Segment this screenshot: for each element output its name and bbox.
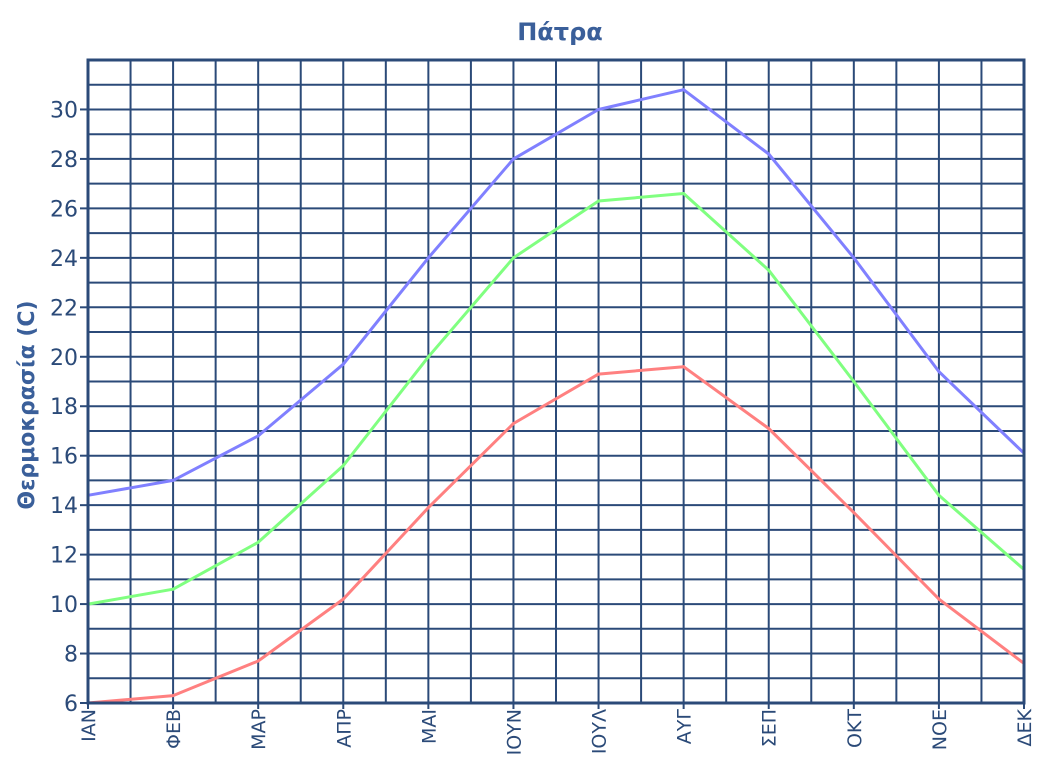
x-tick-label: ΙΑΝ — [78, 709, 100, 742]
x-axis-ticks: ΙΑΝ ΦΕΒ ΜΑΡ ΑΠΡ ΜΑΙ ΙΟΥΝ ΙΟΥΛ ΑΥΓ ΣΕΠ ΟΚΤ ΝΟΕ ΔΕΚ — [78, 703, 1036, 755]
x-tick-label: ΔΕΚ — [1014, 708, 1036, 746]
x-tick-label: ΑΥΓ — [674, 709, 696, 745]
y-tick-label: 22 — [50, 296, 78, 321]
x-tick-label: ΑΠΡ — [333, 709, 355, 748]
x-tick-label: ΙΟΥΛ — [589, 709, 611, 754]
series-1-point — [171, 478, 175, 482]
series-1-point — [937, 370, 941, 374]
series-1-point — [767, 152, 771, 156]
series-lines — [86, 88, 1026, 705]
series-3-point — [341, 597, 345, 601]
y-tick-label: 16 — [50, 445, 78, 470]
series-3-point — [937, 597, 941, 601]
y-tick-label: 10 — [50, 593, 78, 618]
y-tick-label: 18 — [50, 395, 78, 420]
x-tick-label: ΜΑΙ — [418, 709, 440, 744]
series-2-point — [341, 464, 345, 468]
series-1-point — [597, 107, 601, 111]
series-2-point — [256, 540, 260, 544]
chart-title: Πάτρα — [517, 18, 603, 46]
x-tick-label: ΝΟΕ — [929, 709, 951, 750]
series-2-point — [426, 355, 430, 359]
y-axis-ticks: 6 8 10 12 14 16 18 20 22 24 26 28 30 — [50, 98, 88, 717]
x-tick-label: ΙΟΥΝ — [503, 709, 525, 755]
series-line-3 — [87, 365, 1025, 705]
y-tick-label: 26 — [50, 197, 78, 222]
x-tick-label: ΟΚΤ — [844, 709, 866, 748]
series-2-point — [767, 268, 771, 272]
series-line-1 — [87, 88, 1026, 497]
series-3-point — [852, 511, 856, 515]
series-3-point — [256, 659, 260, 663]
y-tick-label: 24 — [50, 247, 78, 272]
series-1-point — [426, 256, 430, 260]
plot-frame — [86, 58, 1026, 705]
y-tick-label: 12 — [50, 544, 78, 569]
x-tick-label: ΣΕΠ — [759, 709, 781, 747]
plot-border — [86, 58, 1026, 705]
y-axis-label: Θερμοκρασία (C) — [15, 300, 40, 509]
series-1-point — [682, 88, 686, 92]
y-tick-label: 28 — [50, 148, 78, 173]
series-3-point — [426, 506, 430, 510]
series-1-point — [511, 157, 515, 161]
grid — [88, 60, 1024, 703]
series-line-2 — [87, 192, 1025, 606]
series-2-point — [852, 380, 856, 383]
series-3-point — [767, 426, 771, 430]
series-1-point — [256, 434, 260, 438]
series-3-point — [511, 422, 515, 426]
y-tick-label: 20 — [50, 346, 78, 371]
y-tick-label: 30 — [50, 98, 78, 123]
series-1-point — [341, 362, 345, 366]
series-3-point — [597, 372, 601, 376]
y-tick-label: 6 — [64, 692, 78, 717]
y-tick-label: 14 — [50, 494, 78, 519]
series-2-point — [511, 256, 515, 260]
y-tick-label: 8 — [64, 643, 78, 668]
series-2-point — [171, 587, 175, 591]
series-2-point — [597, 199, 601, 203]
series-2-point — [937, 493, 941, 497]
series-2-point — [682, 192, 686, 196]
x-tick-label: ΦΕΒ — [163, 709, 185, 749]
series-3-point — [171, 694, 175, 698]
x-tick-label: ΜΑΡ — [248, 709, 270, 750]
series-3-point — [682, 365, 686, 369]
series-1-point — [852, 256, 856, 260]
